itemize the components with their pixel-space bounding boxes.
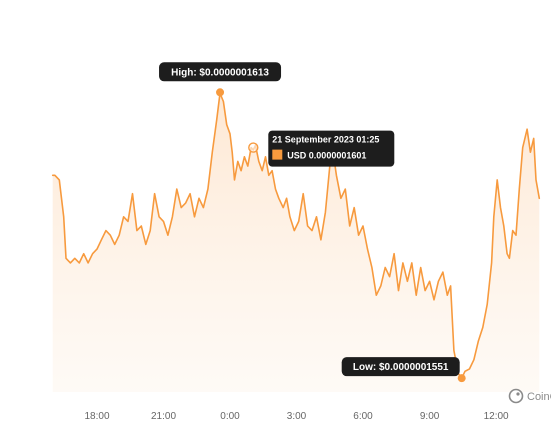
line-layer bbox=[51, 92, 541, 379]
x-tick-label: 12:00 bbox=[484, 411, 509, 422]
label-layer: High: $0.0000001613 Low: $0.0000001551 21 … bbox=[159, 62, 460, 377]
marker-layer bbox=[216, 88, 466, 383]
low-point-marker bbox=[457, 374, 466, 383]
tooltip-background bbox=[268, 130, 395, 167]
x-tick-label: 21:00 bbox=[151, 411, 176, 422]
x-tick-label: 9:00 bbox=[420, 411, 440, 422]
watermark-text: CoinG bbox=[527, 391, 551, 403]
tooltip-date: 21 September 2023 01:25 bbox=[272, 135, 379, 145]
tooltip-value: USD 0.0000001601 bbox=[287, 151, 366, 161]
area-layer bbox=[52, 93, 540, 392]
hover-point-marker[interactable] bbox=[248, 142, 259, 153]
x-tick-label: 3:00 bbox=[287, 411, 307, 422]
high-point-marker bbox=[216, 88, 225, 97]
price-line[interactable] bbox=[51, 92, 541, 379]
coingecko-logo-icon bbox=[508, 388, 524, 404]
x-tick-label: 18:00 bbox=[84, 411, 109, 422]
high-label: High: $0.0000001613 bbox=[171, 67, 269, 78]
price-area-fill bbox=[52, 93, 540, 392]
x-tick-label: 0:00 bbox=[220, 411, 240, 422]
high-label-background bbox=[159, 62, 282, 82]
coingecko-watermark: CoinG bbox=[508, 388, 551, 404]
low-label-background bbox=[341, 357, 460, 377]
tooltip-series-swatch bbox=[272, 149, 283, 160]
low-label: Low: $0.0000001551 bbox=[353, 362, 449, 373]
x-axis: 18:00 21:00 0:00 3:00 6:00 9:00 12:00 bbox=[84, 411, 509, 422]
x-tick-label: 6:00 bbox=[353, 411, 373, 422]
